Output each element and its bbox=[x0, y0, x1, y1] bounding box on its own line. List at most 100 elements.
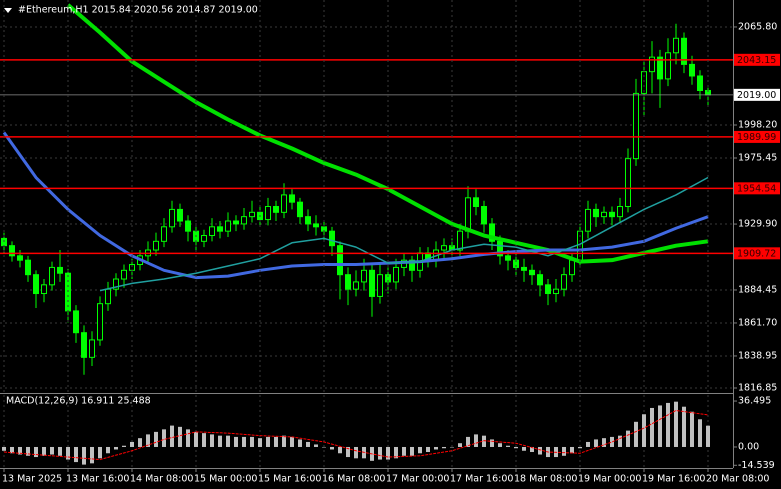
candle-body bbox=[569, 259, 575, 276]
moving-average bbox=[66, 3, 709, 264]
candle-body bbox=[265, 206, 271, 221]
y-tick-label: 1816.85 bbox=[738, 383, 777, 394]
x-tick-label: 16 Mar 08:00 bbox=[322, 474, 385, 485]
y-tick-label: 1838.95 bbox=[738, 350, 777, 361]
macd-bar bbox=[314, 444, 318, 447]
macd-bar bbox=[298, 439, 302, 447]
macd-bar bbox=[466, 436, 470, 447]
macd-bar bbox=[602, 438, 606, 447]
macd-bar bbox=[538, 446, 542, 455]
macd-title: MACD(12,26,9) 16.911 25.488 bbox=[6, 396, 151, 407]
chart-title: #Ethereum,H1 2015.84 2020.56 2014.87 201… bbox=[18, 5, 258, 16]
candle-body bbox=[81, 332, 87, 358]
candle-body bbox=[553, 288, 559, 295]
macd-bar bbox=[634, 421, 638, 447]
candle-body bbox=[249, 211, 255, 218]
candle-body bbox=[233, 220, 239, 225]
candle-body bbox=[185, 220, 191, 232]
candle-body bbox=[441, 245, 447, 251]
macd-bar bbox=[618, 435, 622, 447]
candle-body bbox=[153, 240, 159, 251]
candle-body bbox=[393, 266, 399, 283]
candle-body bbox=[465, 197, 471, 232]
x-tick-label: 18 Mar 08:00 bbox=[514, 474, 577, 485]
macd-bar bbox=[514, 446, 518, 449]
macd-bar bbox=[186, 429, 190, 447]
candle-body bbox=[89, 339, 95, 358]
macd-bar bbox=[674, 401, 678, 447]
macd-bar bbox=[250, 436, 254, 447]
level-label: 1909.72 bbox=[737, 248, 776, 259]
macd-bar bbox=[394, 446, 398, 459]
candle-body bbox=[657, 56, 663, 80]
level-label-box bbox=[734, 130, 780, 143]
macd-bar bbox=[578, 446, 582, 449]
candle-body bbox=[585, 208, 591, 232]
candle-body bbox=[241, 216, 247, 225]
macd-bar bbox=[706, 425, 710, 447]
candle-body bbox=[593, 208, 599, 218]
macd-bar bbox=[626, 430, 630, 447]
level-label-box bbox=[734, 182, 780, 195]
macd-bar bbox=[666, 402, 670, 447]
x-tick-label: 17 Mar 00:00 bbox=[386, 474, 449, 485]
macd-bar bbox=[106, 446, 110, 454]
macd-bar bbox=[90, 446, 94, 464]
x-tick-label: 19 Mar 00:00 bbox=[578, 474, 641, 485]
level-label-box bbox=[734, 247, 780, 260]
macd-bar bbox=[434, 446, 438, 450]
x-tick-label: 15 Mar 00:00 bbox=[194, 474, 257, 485]
macd-bar bbox=[562, 446, 566, 456]
candle-body bbox=[481, 206, 487, 225]
candle-body bbox=[665, 52, 671, 80]
macd-bar bbox=[506, 445, 510, 447]
candle-body bbox=[105, 288, 111, 305]
macd-bar bbox=[594, 439, 598, 447]
signal-line bbox=[3, 409, 709, 461]
y-tick-label: -14.539 bbox=[738, 460, 775, 471]
level-label: 1989.99 bbox=[737, 132, 776, 143]
plot-layer bbox=[0, 0, 733, 468]
candle-body bbox=[457, 230, 463, 251]
y-tick-label: 1929.90 bbox=[738, 219, 777, 230]
macd-bar bbox=[386, 446, 390, 460]
x-tick-label: 14 Mar 08:00 bbox=[130, 474, 193, 485]
macd-bar bbox=[82, 446, 86, 465]
macd-bar bbox=[418, 446, 422, 454]
candle-body bbox=[697, 75, 703, 91]
candle-body bbox=[489, 223, 495, 242]
macd-bar bbox=[26, 446, 30, 456]
candle-body bbox=[161, 226, 167, 242]
macd-bar bbox=[410, 446, 414, 456]
candle-body bbox=[25, 259, 31, 276]
macd-bar bbox=[682, 406, 686, 447]
candle-body bbox=[113, 278, 119, 290]
macd-bar bbox=[242, 436, 246, 447]
menu-triangle[interactable] bbox=[4, 8, 12, 13]
candle-body bbox=[209, 226, 215, 237]
macd-bar bbox=[202, 433, 206, 447]
candle-body bbox=[521, 266, 527, 271]
macd-bar bbox=[570, 446, 574, 454]
candle-body bbox=[297, 201, 303, 218]
candle-body bbox=[201, 235, 207, 242]
macd-bar bbox=[130, 441, 134, 447]
candle-body bbox=[633, 92, 639, 160]
macd-bar bbox=[18, 446, 22, 455]
macd-bar bbox=[218, 435, 222, 447]
macd-bar bbox=[42, 446, 46, 456]
x-tick-label: 20 Mar 08:00 bbox=[706, 474, 769, 485]
candle-body bbox=[649, 56, 655, 73]
y-tick-label: 1861.70 bbox=[738, 317, 777, 328]
macd-bar bbox=[122, 445, 126, 447]
candle-body bbox=[681, 37, 687, 65]
candle-body bbox=[625, 158, 631, 208]
candle-body bbox=[73, 310, 79, 334]
macd-bar bbox=[338, 446, 342, 454]
candle-body bbox=[273, 206, 279, 213]
macd-bar bbox=[586, 441, 590, 447]
macd-bar bbox=[530, 446, 534, 453]
y-tick-label: 1975.45 bbox=[738, 153, 777, 164]
macd-bar bbox=[266, 436, 270, 447]
